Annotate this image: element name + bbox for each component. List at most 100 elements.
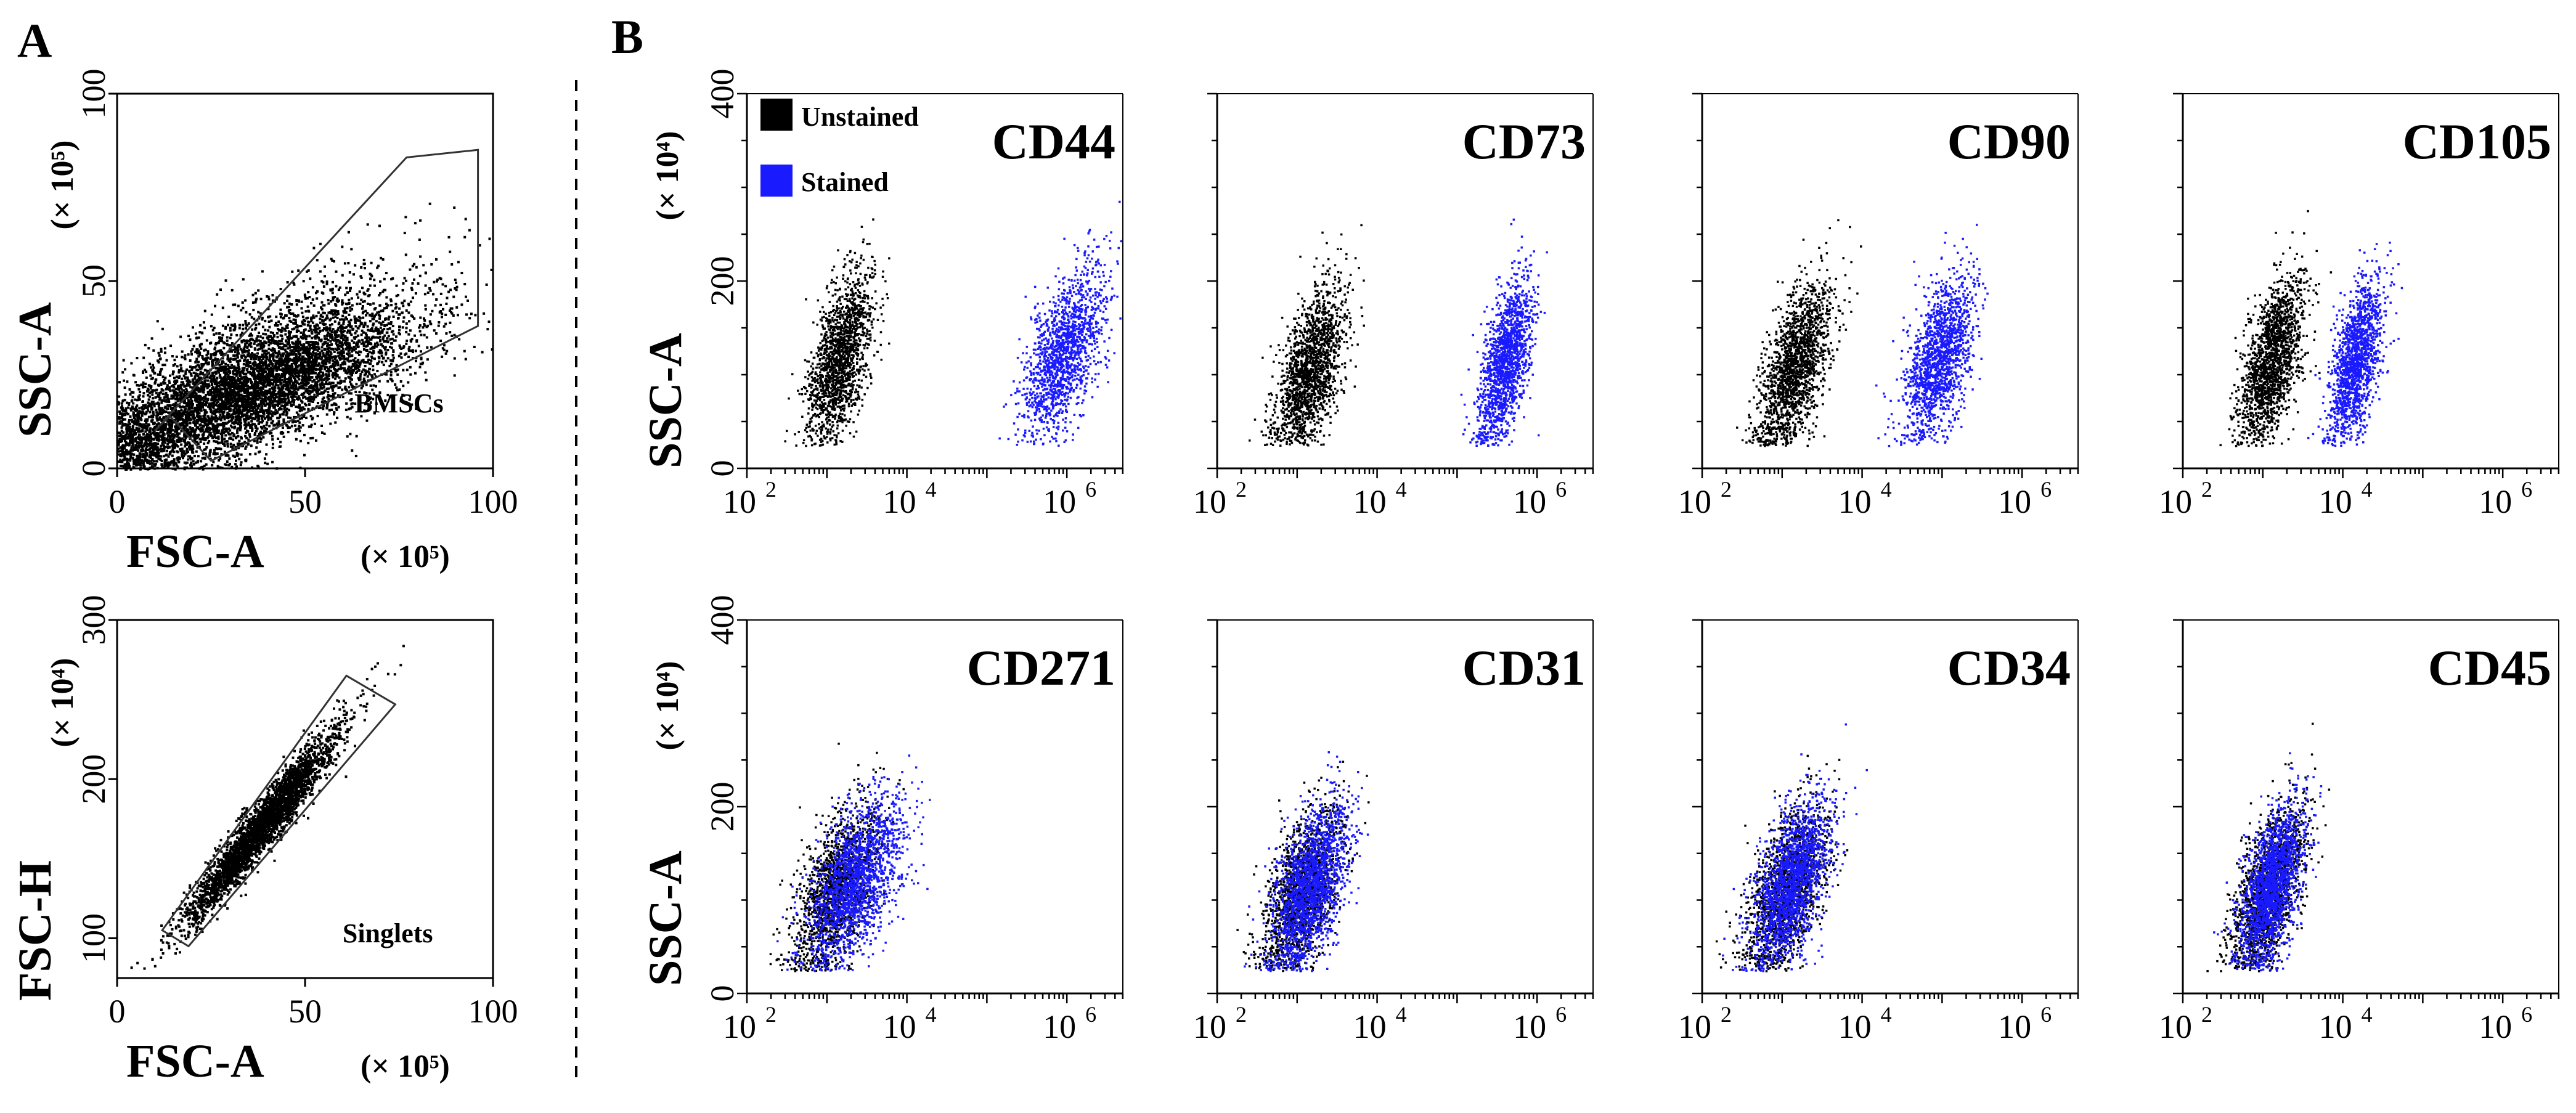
scatter-point <box>349 360 352 362</box>
scatter-point <box>158 398 161 401</box>
scatter-point <box>209 389 211 391</box>
scatter-point <box>405 280 407 282</box>
scatter-point <box>378 380 381 383</box>
scatter-point <box>275 396 278 399</box>
scatter-point <box>298 427 300 430</box>
scatter-point <box>422 264 425 266</box>
scatter-point <box>470 312 473 315</box>
scatter-point <box>435 298 438 301</box>
scatter-point <box>356 435 358 438</box>
scatter-point <box>134 444 137 446</box>
scatter-point <box>377 344 380 346</box>
scatter-point <box>138 433 141 436</box>
panel-b-letter: B <box>611 10 643 63</box>
scatter-point <box>364 374 366 377</box>
scatter-point <box>401 356 403 359</box>
scatter-point <box>266 424 268 426</box>
scatter-point <box>301 401 304 404</box>
scatter-point <box>219 414 222 417</box>
scatter-point <box>342 396 344 398</box>
scatter-point <box>227 464 230 467</box>
scatter-point <box>415 360 417 362</box>
scatter-point <box>284 333 287 336</box>
scatter-point <box>134 399 136 401</box>
scatter-point <box>441 316 443 318</box>
scatter-point <box>213 440 215 442</box>
scatter-point <box>449 331 451 333</box>
scatter-point <box>438 325 440 327</box>
scatter-point <box>414 335 416 337</box>
scatter-point <box>198 336 200 339</box>
scatter-point <box>350 319 353 321</box>
scatter-point <box>382 258 385 261</box>
scatter-point <box>362 301 364 303</box>
scatter-point <box>160 351 163 353</box>
scatter-point <box>315 439 317 442</box>
scatter-point <box>224 434 227 436</box>
scatter-point <box>324 433 326 435</box>
scatter-point <box>304 403 306 406</box>
scatter-point <box>413 317 415 320</box>
scatter-point <box>164 425 166 427</box>
scatter-point <box>308 403 311 406</box>
scatter-point <box>454 279 457 281</box>
scatter-point <box>226 336 229 339</box>
scatter-point <box>303 332 305 334</box>
scatter-point <box>206 380 209 382</box>
scatter-point <box>172 429 174 431</box>
scatter-point <box>319 271 322 273</box>
scatter-point <box>428 287 431 290</box>
scatter-point <box>349 309 351 312</box>
scatter-point <box>354 264 356 267</box>
scatter-point <box>403 316 406 319</box>
scatter-point <box>443 325 446 328</box>
scatter-point <box>326 283 328 285</box>
scatter-point <box>242 278 245 280</box>
scatter-point <box>124 444 126 447</box>
scatter-point <box>351 328 354 331</box>
scatter-point <box>251 328 253 331</box>
scatter-point <box>129 415 132 418</box>
scatter-point <box>130 362 132 365</box>
scatter-point <box>399 333 401 335</box>
scatter-point <box>136 357 138 359</box>
scatter-point <box>163 396 166 399</box>
scatter-point <box>187 432 190 434</box>
scatter-point <box>424 293 426 295</box>
scatter-point <box>185 467 188 469</box>
scatter-point <box>164 351 166 354</box>
scatter-point <box>229 344 231 347</box>
scatter-point <box>444 314 447 316</box>
scatter-point <box>250 346 253 348</box>
scatter-point <box>118 396 120 398</box>
scatter-point <box>132 396 134 398</box>
scatter-point <box>160 348 163 351</box>
scatter-point <box>317 402 319 404</box>
scatter-point <box>348 386 350 388</box>
scatter-point <box>331 348 333 350</box>
scatter-point <box>390 304 393 306</box>
scatter-point <box>272 447 274 449</box>
scatter-point <box>346 435 349 438</box>
scatter-point <box>123 359 125 362</box>
scatter-point <box>158 396 160 398</box>
scatter-point <box>382 336 385 338</box>
scatter-point <box>238 359 241 362</box>
scatter-point <box>210 325 213 327</box>
scatter-point <box>351 304 354 307</box>
scatter-point <box>224 326 227 328</box>
scatter-point <box>140 383 142 386</box>
scatter-point <box>162 389 165 392</box>
scatter-point <box>204 310 206 312</box>
scatter-point <box>404 216 407 218</box>
scatter-point <box>353 273 355 275</box>
panel-a-letter: A <box>17 14 52 67</box>
scatter-point <box>202 358 205 361</box>
scatter-point <box>163 467 165 469</box>
scatter-point <box>370 262 373 264</box>
scatter-point <box>409 329 412 332</box>
scatter-point <box>216 293 218 296</box>
scatter-point <box>285 340 287 342</box>
scatter-point <box>356 303 359 305</box>
scatter-point <box>368 371 370 373</box>
